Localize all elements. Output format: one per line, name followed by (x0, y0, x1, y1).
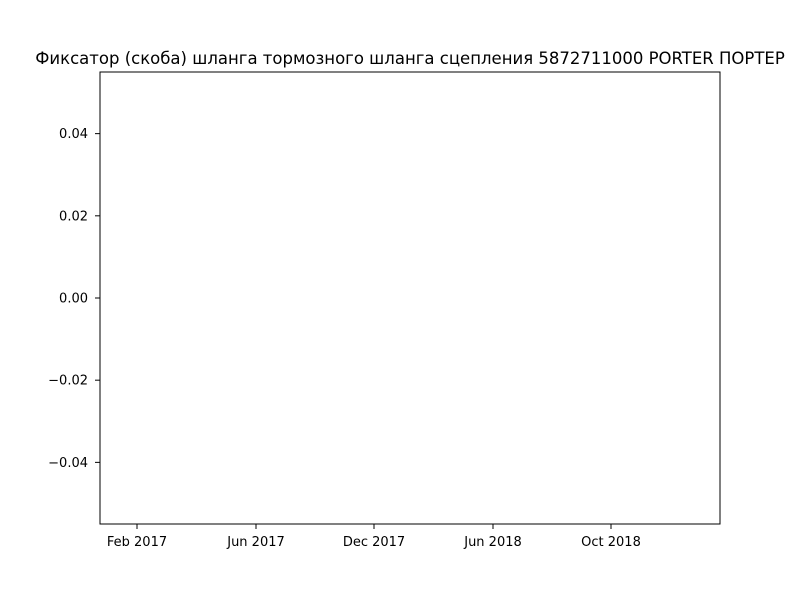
x-tick: Dec 2017 (343, 524, 405, 550)
y-tick-label: 0.02 (59, 209, 88, 224)
chart-title: Фиксатор (скоба) шланга тормозного шланг… (35, 49, 785, 68)
y-tick: −0.04 (48, 456, 100, 471)
x-axis: Feb 2017 Jun 2017 Dec 2017 Jun 2018 Oct … (107, 524, 641, 550)
y-tick: 0.04 (59, 127, 100, 142)
x-tick: Feb 2017 (107, 524, 167, 550)
x-tick-label: Feb 2017 (107, 535, 167, 550)
x-tick: Jun 2018 (463, 524, 522, 550)
y-tick: −0.02 (48, 374, 100, 389)
x-tick-label: Jun 2017 (226, 535, 285, 550)
y-tick-label: 0.04 (59, 127, 88, 142)
y-axis: 0.04 0.02 0.00 −0.02 −0.04 (48, 127, 100, 471)
y-tick-label: 0.00 (59, 292, 88, 307)
x-tick: Oct 2018 (581, 524, 641, 550)
x-tick-label: Jun 2018 (463, 535, 522, 550)
x-tick: Jun 2017 (226, 524, 285, 550)
x-tick-label: Oct 2018 (581, 535, 641, 550)
y-tick: 0.00 (59, 292, 100, 307)
y-tick: 0.02 (59, 209, 100, 224)
plot-area (99, 71, 721, 525)
y-tick-label: −0.02 (48, 374, 88, 389)
x-tick-label: Dec 2017 (343, 535, 405, 550)
y-tick-label: −0.04 (48, 456, 88, 471)
